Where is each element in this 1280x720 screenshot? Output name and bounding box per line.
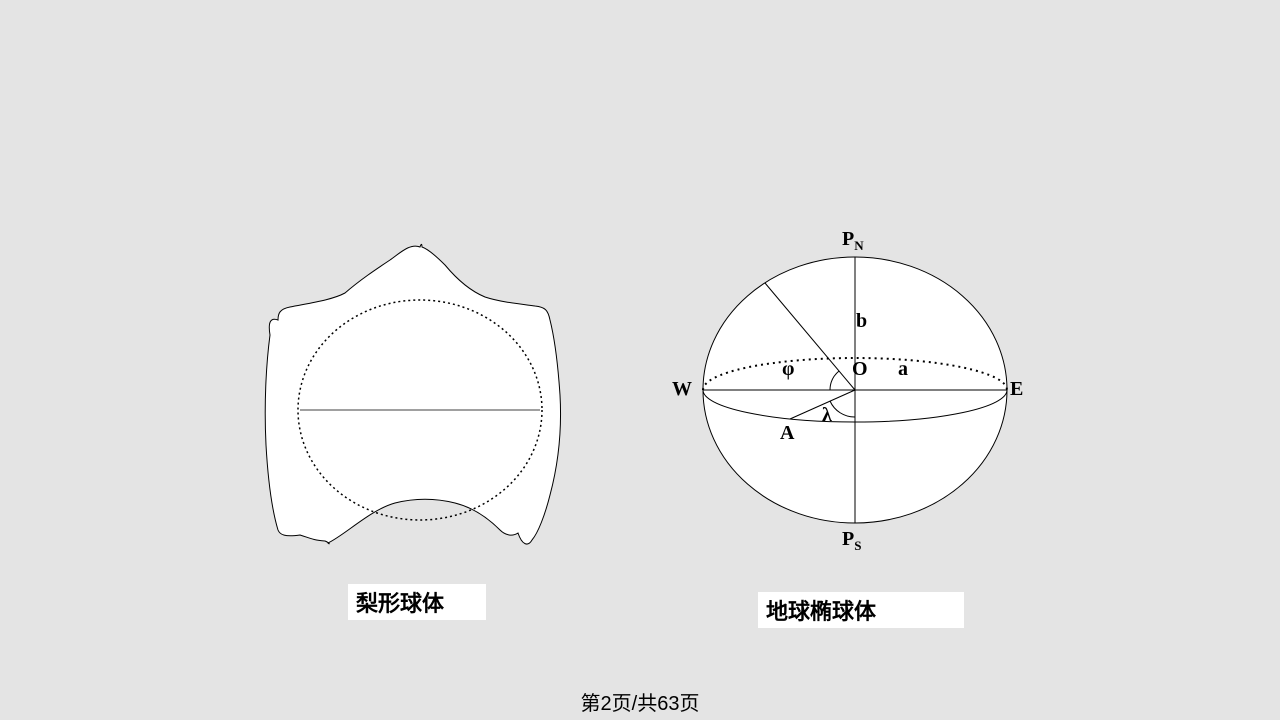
page-footer: 第2页/共63页 bbox=[0, 687, 1280, 716]
label-w: W bbox=[672, 378, 692, 401]
geoid-diagram bbox=[250, 235, 610, 565]
label-lambda: λ bbox=[822, 404, 832, 427]
label-ps: PS bbox=[842, 528, 861, 554]
label-a-point: A bbox=[780, 422, 794, 445]
geoid-caption: 梨形球体 bbox=[348, 584, 486, 620]
label-phi: φ bbox=[782, 358, 794, 381]
ellipsoid-diagram bbox=[680, 225, 1040, 565]
label-pn: PN bbox=[842, 228, 864, 254]
label-o: O bbox=[852, 358, 868, 381]
label-a: a bbox=[898, 358, 908, 381]
label-b: b bbox=[856, 310, 867, 333]
page-container: PN PS W E O a b φ λ A 梨形球体 地球椭球体 第2页/共63… bbox=[0, 0, 1280, 720]
ellipsoid-caption: 地球椭球体 bbox=[758, 592, 964, 628]
label-e: E bbox=[1010, 378, 1023, 401]
geoid-outline bbox=[265, 244, 560, 544]
